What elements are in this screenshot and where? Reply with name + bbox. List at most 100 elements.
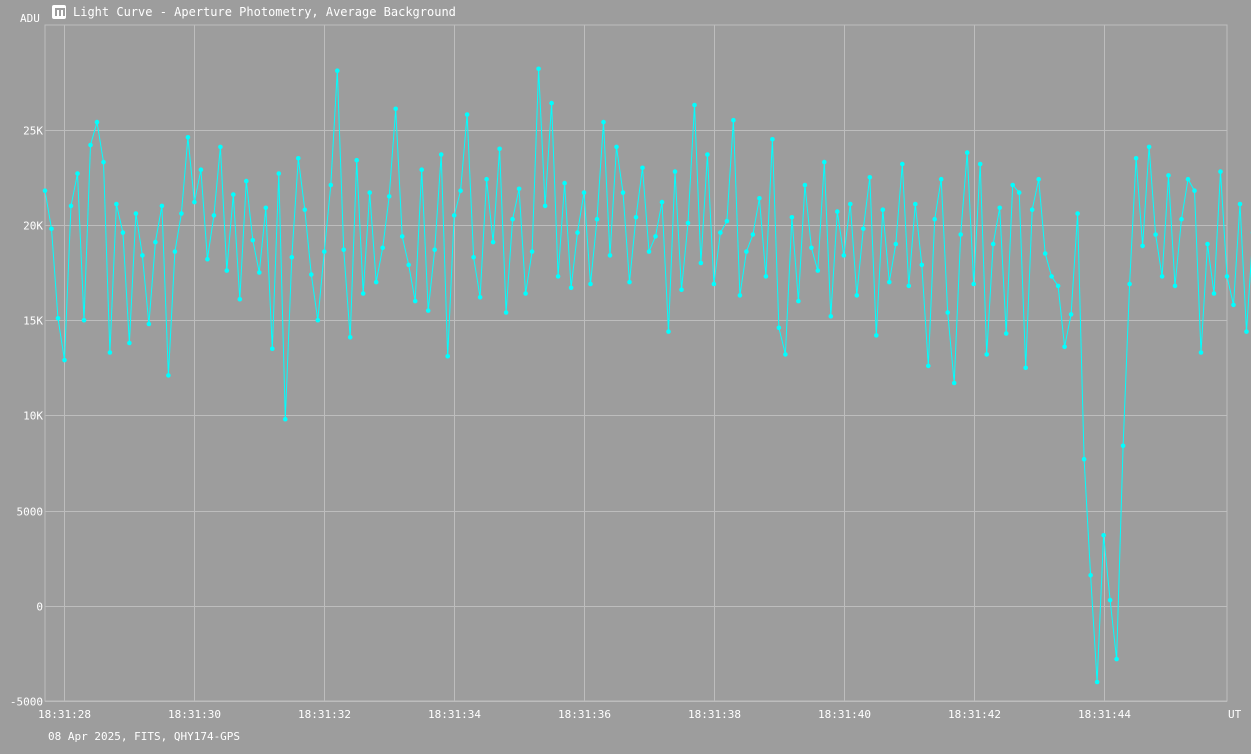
data-point (685, 220, 691, 226)
data-point (932, 216, 937, 222)
data-point (1127, 281, 1132, 287)
data-point (1224, 274, 1230, 279)
data-point (55, 316, 61, 321)
data-point (458, 188, 463, 193)
data-point (322, 249, 327, 254)
data-point (81, 317, 87, 323)
data-point (951, 380, 957, 386)
data-point (127, 340, 132, 346)
window-title-bar: Light Curve - Aperture Photometry, Avera… (52, 3, 456, 21)
data-point (101, 159, 106, 165)
data-point (900, 161, 905, 167)
data-point (198, 167, 204, 172)
data-point (874, 333, 879, 338)
data-point (659, 199, 665, 205)
data-point (153, 239, 158, 245)
data-point (166, 373, 171, 378)
data-point (419, 167, 425, 172)
data-point (503, 310, 509, 315)
data-point (140, 253, 145, 258)
y-tick-label: 20K (23, 220, 43, 233)
data-point (964, 150, 970, 155)
data-point (633, 215, 639, 220)
data-point (328, 182, 334, 188)
data-point (809, 245, 814, 251)
data-point (68, 203, 74, 209)
data-point (835, 209, 840, 214)
data-point (211, 213, 217, 218)
data-point (406, 262, 412, 268)
data-point (757, 196, 762, 201)
data-point (1081, 456, 1087, 462)
series-line (44, 68, 1251, 683)
data-point (562, 180, 567, 186)
data-point (1055, 283, 1061, 289)
data-point (640, 165, 645, 171)
data-point (971, 281, 976, 287)
data-point (1218, 169, 1223, 174)
data-point (218, 144, 223, 150)
data-point (1231, 302, 1236, 308)
data-point (666, 329, 671, 334)
data-point (464, 112, 470, 117)
data-point (789, 215, 795, 220)
x-axis-unit-label: UT (1228, 708, 1242, 721)
data-point (763, 274, 769, 279)
data-point (270, 346, 275, 352)
data-point (1003, 331, 1009, 336)
data-point (776, 325, 782, 331)
data-point (822, 159, 827, 165)
data-point (367, 190, 373, 195)
data-point (159, 203, 165, 209)
data-point (88, 142, 93, 148)
data-point (607, 253, 613, 258)
y-tick-label: -5000 (10, 696, 43, 709)
data-point (841, 253, 847, 258)
data-point (432, 247, 438, 252)
data-point (594, 216, 600, 222)
data-point (984, 352, 989, 357)
data-point (289, 254, 295, 260)
data-point (627, 279, 632, 285)
data-point (386, 194, 392, 199)
data-point (926, 363, 931, 369)
data-point (913, 201, 918, 207)
data-point (724, 218, 730, 224)
data-point (244, 178, 249, 184)
data-point (568, 285, 574, 291)
data-point (880, 207, 886, 212)
data-point (542, 203, 548, 209)
data-point (1179, 216, 1184, 222)
data-point (1205, 241, 1210, 247)
data-point (1049, 274, 1054, 279)
y-tick-label: 0 (36, 601, 43, 614)
x-tick-label: 18:31:38 (688, 708, 741, 721)
data-point (1133, 156, 1139, 161)
data-point (237, 296, 243, 302)
data-point (1036, 176, 1041, 182)
data-point (906, 283, 912, 289)
data-point (1237, 201, 1243, 207)
data-point (471, 254, 476, 260)
data-point (1166, 173, 1171, 178)
data-point (347, 335, 353, 340)
data-point (1062, 344, 1067, 350)
data-point (146, 321, 152, 327)
data-point (412, 298, 418, 304)
data-point (997, 205, 1002, 211)
data-point (276, 171, 282, 176)
data-point (75, 171, 80, 176)
data-point (861, 226, 866, 232)
data-point (1088, 573, 1093, 578)
data-point (477, 295, 483, 300)
data-point (49, 226, 54, 232)
data-point (1068, 312, 1074, 317)
data-point (94, 119, 100, 125)
data-point (1244, 329, 1249, 334)
data-point (867, 175, 873, 180)
plot-frame (44, 24, 1228, 702)
data-point (399, 234, 405, 239)
y-tick-label: 5000 (17, 506, 44, 519)
data-point (335, 68, 340, 73)
